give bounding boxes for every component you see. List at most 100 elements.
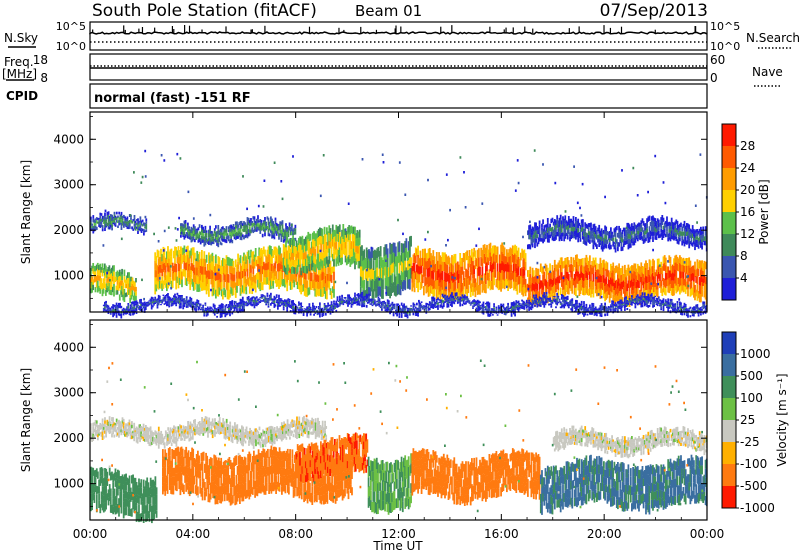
power-cell	[292, 274, 294, 284]
power-cell	[121, 218, 124, 221]
power-cell	[284, 265, 286, 273]
power-cell	[352, 297, 355, 300]
power-cell	[564, 229, 567, 235]
power-cell	[344, 301, 347, 304]
power-cell	[236, 306, 238, 309]
power-cell	[417, 307, 419, 310]
power-cell	[272, 224, 275, 228]
power-cell	[621, 265, 624, 274]
power-cell	[289, 306, 292, 309]
power-cell	[437, 304, 439, 308]
power-cell	[305, 310, 307, 312]
power-cell	[392, 252, 395, 263]
power-cell	[187, 225, 189, 229]
power-cell	[264, 270, 266, 278]
power-cell	[309, 306, 312, 309]
power-cell	[674, 235, 677, 240]
power-cell	[322, 263, 325, 272]
power-cell	[675, 228, 678, 233]
nsky-label: N.Sky	[4, 31, 38, 45]
power-cell	[115, 290, 118, 295]
power-cell	[610, 244, 612, 250]
power-cell	[301, 249, 304, 257]
power-cell	[240, 220, 243, 225]
power-cell	[570, 218, 573, 223]
power-cell	[130, 276, 133, 282]
power-cell	[528, 292, 530, 300]
power-cell	[313, 307, 315, 310]
power-cell	[551, 235, 554, 241]
power-cell	[371, 300, 374, 302]
power-cell	[334, 242, 336, 249]
power-cell	[216, 240, 218, 243]
power-cell	[351, 298, 354, 300]
power-cell	[125, 279, 128, 284]
power-cell	[103, 221, 105, 224]
power-cell	[303, 308, 306, 310]
power-cell	[277, 231, 279, 234]
power-cell	[634, 233, 637, 239]
power-cell	[124, 221, 126, 224]
power-cell	[435, 280, 438, 290]
power-cell	[543, 225, 546, 229]
power-cell	[698, 277, 701, 286]
power-cell	[478, 248, 480, 258]
power-cell	[260, 256, 263, 265]
power-cell	[583, 228, 585, 233]
power-cell	[277, 301, 279, 304]
power-cell	[190, 239, 193, 243]
power-cell	[404, 308, 407, 311]
power-cell	[321, 313, 324, 316]
power-cell	[210, 307, 213, 309]
power-cell	[265, 297, 268, 300]
power-cell	[146, 301, 148, 304]
power-cell	[499, 263, 501, 272]
power-cell	[347, 299, 349, 302]
power-cell	[284, 258, 286, 266]
power-cell	[329, 274, 332, 282]
power-cell	[127, 227, 130, 230]
power-cell	[324, 234, 327, 242]
power-cell	[281, 265, 284, 273]
power-cell	[185, 298, 188, 301]
power-cell	[679, 223, 681, 228]
power-cell	[610, 236, 612, 241]
power-cell	[583, 232, 585, 237]
power-cell	[571, 227, 574, 232]
power-cell	[391, 305, 394, 307]
power-cell	[138, 226, 141, 229]
power-cell	[620, 274, 623, 282]
power-cell	[596, 234, 598, 240]
power-cell	[319, 288, 321, 296]
power-cell	[233, 231, 236, 235]
power-cell	[208, 287, 210, 297]
power-cell	[248, 220, 251, 224]
power-cell	[402, 253, 404, 263]
power-cell	[99, 221, 102, 225]
power-cell	[127, 272, 129, 278]
power-cell	[496, 271, 499, 280]
power-cell	[158, 297, 161, 299]
power-cell	[584, 272, 587, 281]
power-cell	[499, 280, 501, 290]
power-cell	[92, 226, 95, 230]
power-cell	[183, 232, 186, 236]
power-cell	[629, 230, 632, 235]
power-cell	[137, 308, 140, 309]
power-cell	[350, 256, 353, 265]
power-cell	[262, 295, 265, 297]
power-cell	[342, 246, 345, 254]
power-cell	[227, 226, 230, 230]
power-cell	[666, 279, 668, 287]
power-cell	[118, 219, 121, 223]
power-cell	[456, 261, 459, 271]
power-cell	[521, 267, 523, 277]
power-cell	[530, 284, 533, 292]
power-cell	[110, 278, 113, 285]
power-cell	[430, 303, 432, 306]
power-cell	[101, 263, 104, 270]
power-cell	[419, 303, 422, 305]
power-cell	[188, 236, 190, 239]
power-cell	[285, 247, 287, 255]
power-cell	[236, 308, 238, 310]
